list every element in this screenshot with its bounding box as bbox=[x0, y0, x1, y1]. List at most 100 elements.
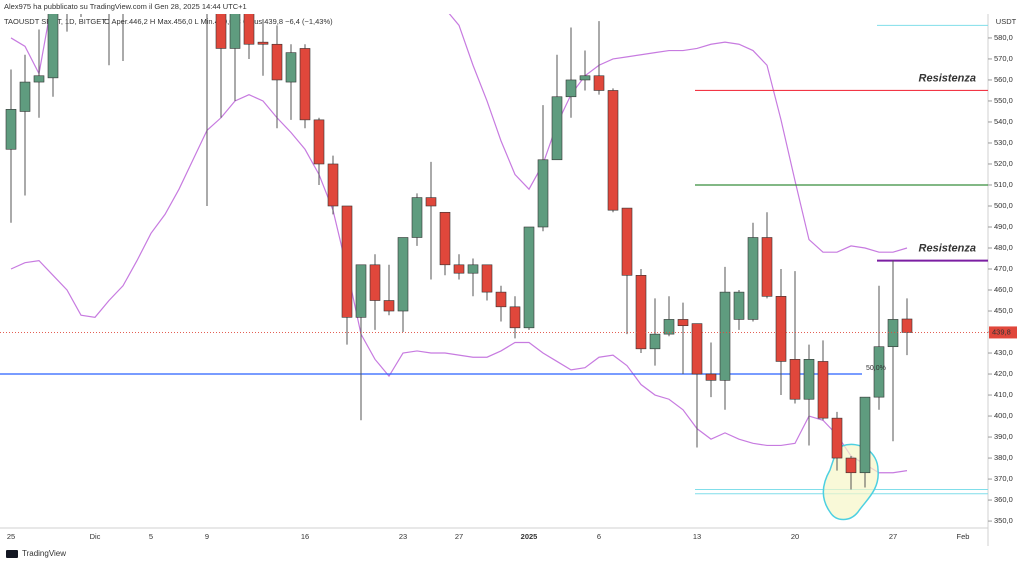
price-unit: USDT bbox=[996, 17, 1017, 26]
x-tick-label: 5 bbox=[149, 532, 153, 541]
candle-body bbox=[579, 75, 591, 81]
candle-body bbox=[523, 226, 535, 329]
candle-body bbox=[705, 373, 717, 381]
level-label: Resistenza bbox=[919, 72, 976, 84]
y-tick-label: 490,0 bbox=[994, 222, 1013, 231]
y-tick-label: 420,0 bbox=[994, 369, 1013, 378]
candle-body bbox=[425, 197, 437, 207]
x-tick-label: 27 bbox=[455, 532, 463, 541]
brand-name: TradingView bbox=[22, 549, 66, 558]
candle-body bbox=[747, 237, 759, 320]
candle-body bbox=[621, 207, 633, 276]
y-tick-label: 350,0 bbox=[994, 516, 1013, 525]
y-tick-label: 550,0 bbox=[994, 96, 1013, 105]
y-tick-label: 580,0 bbox=[994, 33, 1013, 42]
candle-body bbox=[257, 41, 269, 45]
x-tick-label: 16 bbox=[301, 532, 309, 541]
bollinger-upper bbox=[10, 14, 908, 253]
y-tick-label: 450,0 bbox=[994, 306, 1013, 315]
x-tick-label: 6 bbox=[597, 532, 601, 541]
candle-body bbox=[761, 237, 773, 297]
x-tick-label: 25 bbox=[7, 532, 15, 541]
level-label: 50,0% bbox=[866, 365, 886, 372]
candle-body bbox=[313, 119, 325, 165]
candle-body bbox=[383, 300, 395, 312]
y-tick-label: 530,0 bbox=[994, 138, 1013, 147]
y-tick-label: 370,0 bbox=[994, 474, 1013, 483]
y-tick-label: 390,0 bbox=[994, 432, 1013, 441]
x-tick-label: 9 bbox=[205, 532, 209, 541]
last-price-tag bbox=[989, 326, 1017, 339]
y-tick-label: 540,0 bbox=[994, 117, 1013, 126]
candle-body bbox=[327, 163, 339, 207]
candle-body bbox=[369, 264, 381, 301]
y-tick-label: 500,0 bbox=[994, 201, 1013, 210]
candle-body bbox=[537, 159, 549, 228]
candle-body bbox=[19, 81, 31, 112]
y-tick-label: 400,0 bbox=[994, 411, 1013, 420]
candle-body bbox=[649, 333, 661, 350]
candle-body bbox=[901, 318, 913, 333]
candle-body bbox=[831, 417, 843, 459]
y-tick-label: 470,0 bbox=[994, 264, 1013, 273]
candle-body bbox=[677, 319, 689, 327]
candle-body bbox=[719, 291, 731, 381]
candle-body bbox=[607, 90, 619, 211]
y-tick-label: 410,0 bbox=[994, 390, 1013, 399]
last-price-label: 439,8 bbox=[992, 327, 1011, 336]
candle-body bbox=[733, 291, 745, 320]
candle-body bbox=[845, 457, 857, 474]
author: Alex975 ha pubblicato su TradingView.com… bbox=[4, 2, 247, 11]
y-tick-label: 460,0 bbox=[994, 285, 1013, 294]
candle-body bbox=[663, 319, 675, 335]
y-tick-label: 480,0 bbox=[994, 243, 1013, 252]
candle-body bbox=[271, 43, 283, 81]
candle-body bbox=[411, 197, 423, 238]
candle-body bbox=[5, 109, 17, 150]
candle-body bbox=[341, 205, 353, 318]
y-tick-label: 570,0 bbox=[994, 54, 1013, 63]
candle-body bbox=[593, 75, 605, 91]
candle-body bbox=[299, 48, 311, 121]
x-tick-label: 20 bbox=[791, 532, 799, 541]
y-tick-label: 380,0 bbox=[994, 453, 1013, 462]
x-tick-label: Dic bbox=[90, 532, 101, 541]
candle-body bbox=[789, 359, 801, 400]
candle-body bbox=[481, 264, 493, 293]
candle-body bbox=[397, 237, 409, 312]
candle-body bbox=[803, 359, 815, 400]
candle-body bbox=[467, 264, 479, 274]
candle-body bbox=[635, 275, 647, 350]
y-tick-label: 560,0 bbox=[994, 75, 1013, 84]
candles bbox=[5, 14, 913, 490]
y-tick-label: 430,0 bbox=[994, 348, 1013, 357]
candle-body bbox=[439, 211, 451, 266]
candle-body bbox=[691, 323, 703, 375]
candle-body bbox=[229, 14, 241, 49]
candle-body bbox=[509, 306, 521, 329]
candle-body bbox=[495, 291, 507, 308]
candle-body bbox=[887, 319, 899, 348]
candle-body bbox=[551, 96, 563, 161]
candle-body bbox=[215, 14, 227, 49]
candle-body bbox=[453, 264, 465, 274]
x-tick-label: 2025 bbox=[521, 532, 538, 541]
y-tick-label: 520,0 bbox=[994, 159, 1013, 168]
candle-body bbox=[817, 361, 829, 419]
candle-body bbox=[33, 75, 45, 83]
candle-body bbox=[859, 396, 871, 474]
x-tick-label: Feb bbox=[957, 532, 970, 541]
candle-body bbox=[873, 346, 885, 398]
y-tick-label: 510,0 bbox=[994, 180, 1013, 189]
candle-body bbox=[775, 296, 787, 362]
candle-body bbox=[243, 14, 255, 45]
bollinger-lower bbox=[10, 94, 908, 474]
candle-body bbox=[565, 79, 577, 98]
candle-body bbox=[285, 52, 297, 83]
candle-body bbox=[355, 264, 367, 318]
x-tick-label: 13 bbox=[693, 532, 701, 541]
candle-body bbox=[47, 14, 59, 79]
y-tick-label: 360,0 bbox=[994, 495, 1013, 504]
level-label: Resistenza bbox=[919, 243, 976, 255]
